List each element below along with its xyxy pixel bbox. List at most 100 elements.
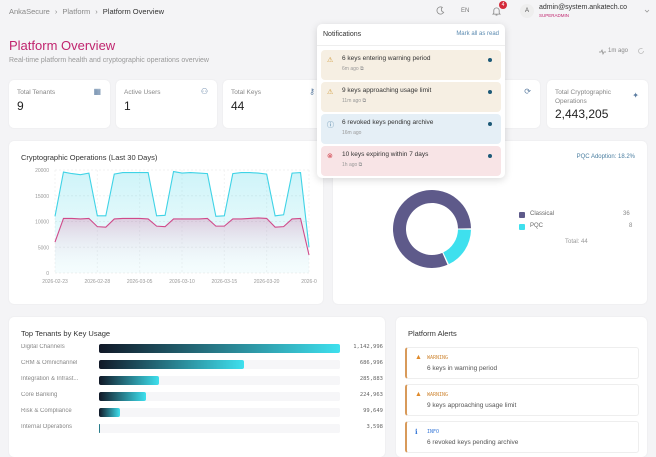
- unread-dot: [488, 90, 492, 94]
- operations-area-chart: 0 5000 10000 15000 20000 2026-02-23 2026-02-28…: [35, 168, 317, 285]
- bar-value-label: 3,598: [366, 424, 383, 430]
- stat-card-keys: Total Keys 44 ⚷: [223, 80, 324, 128]
- bar-track: [99, 344, 340, 353]
- language-selector[interactable]: EN: [461, 8, 469, 14]
- tenant-name: Risk & Compliance: [21, 408, 72, 414]
- x-tick-label: 2026-0: [301, 279, 317, 285]
- notification-text: 9 keys approaching usage limit: [342, 87, 432, 94]
- info-icon: ℹ: [415, 429, 418, 436]
- key-icon: ⚷: [309, 87, 315, 96]
- info-icon: ⓘ: [327, 122, 334, 129]
- notification-badge: 4: [499, 1, 507, 9]
- tenant-row: Core Banking 224,963: [21, 392, 391, 402]
- breadcrumb-current: Platform Overview: [102, 7, 165, 16]
- stat-card-users: Active Users 1 ⚇: [116, 80, 217, 128]
- stat-label: Total Keys: [231, 89, 261, 96]
- notification-text: 6 keys entering warning period: [342, 55, 431, 62]
- notification-item[interactable]: ⊗ 10 keys expiring within 7 days 1h ago ⧉: [321, 146, 501, 176]
- bar-value-label: 686,996: [359, 360, 383, 366]
- notification-item[interactable]: ⚠ 6 keys entering warning period 6m ago ⧉: [321, 50, 501, 80]
- notification-time: 16m ago: [342, 130, 362, 136]
- chart-title: Cryptographic Operations (Last 30 Days): [21, 153, 158, 162]
- pqc-adoption: PQC Adoption: 18.2%: [576, 154, 635, 160]
- breadcrumb-platform[interactable]: Platform: [62, 7, 91, 16]
- user-role: SUPERADMIN: [539, 13, 570, 18]
- notification-item[interactable]: ⚠ 9 keys approaching usage limit 11m ago ⧉: [321, 82, 501, 112]
- refresh-icon[interactable]: [637, 47, 645, 55]
- notification-text: 10 keys expiring within 7 days: [342, 151, 429, 158]
- breadcrumb: AnkaSecure › Platform › Platform Overview: [9, 7, 164, 16]
- avatar[interactable]: A: [520, 4, 534, 18]
- mark-all-read-button[interactable]: Mark all as read: [456, 31, 499, 37]
- bar-value-label: 224,963: [359, 392, 383, 398]
- key-distribution-card: PQC Adoption: 18.2% Classical 36 PQC 8 T…: [333, 141, 647, 304]
- alert-message: 9 keys approaching usage limit: [427, 402, 517, 409]
- warning-icon: ▲: [415, 354, 422, 361]
- x-tick-label: 2026-02-28: [85, 279, 111, 285]
- alert-item[interactable]: ℹ INFO 6 revoked keys pending archive: [405, 421, 639, 453]
- alert-level: INFO: [427, 429, 440, 435]
- unread-dot: [488, 122, 492, 126]
- tenant-row: Digital Channels 1,142,996: [21, 344, 391, 354]
- alert-level: WARNING: [427, 392, 449, 398]
- alert-item[interactable]: ▲ WARNING 6 keys in warning period: [405, 347, 639, 379]
- tenant-name: CRM & Omnichannel: [21, 360, 78, 366]
- user-email[interactable]: admin@system.ankatech.co: [539, 4, 628, 11]
- bar: [99, 360, 244, 369]
- breadcrumb-separator: ›: [95, 7, 98, 16]
- page-subtitle: Real-time platform health and cryptograp…: [9, 57, 209, 64]
- tenant-name: Integration & Infrast...: [21, 376, 79, 382]
- page-title: Platform Overview: [9, 38, 116, 53]
- breadcrumb-home[interactable]: AnkaSecure: [9, 7, 50, 16]
- stat-label: Active Users: [124, 89, 161, 96]
- notifications-dropdown: Notifications Mark all as read ⚠ 6 keys e…: [317, 24, 505, 178]
- bar-value-label: 285,883: [359, 376, 383, 382]
- tenant-row: Internal Operations 3,598: [21, 424, 391, 434]
- tenant-name: Internal Operations: [21, 424, 73, 430]
- notification-time: 11m ago ⧉: [342, 98, 367, 104]
- refresh-time: 1m ago: [608, 48, 629, 54]
- legend-value-classical: 36: [623, 211, 630, 217]
- divider: [317, 45, 505, 46]
- tenant-row: Risk & Compliance 99,649: [21, 408, 391, 418]
- stat-label: Total Tenants: [17, 89, 56, 96]
- alert-message: 6 keys in warning period: [427, 365, 498, 372]
- bar: [99, 424, 100, 433]
- x-tick-label: 2026-03-10: [169, 279, 195, 285]
- legend-label-pqc: PQC: [530, 223, 544, 229]
- warning-icon: ▲: [415, 391, 422, 398]
- bell-icon[interactable]: [492, 6, 501, 16]
- warning-icon: ⚠: [327, 57, 334, 64]
- stat-label: Total Cryptographic Operations: [555, 89, 611, 105]
- alert-level: WARNING: [427, 355, 449, 361]
- sparkle-icon: ✦: [632, 91, 639, 100]
- tenant-name: Core Banking: [21, 392, 58, 398]
- stat-value: 2,443,205: [555, 107, 609, 121]
- bar-track: [99, 360, 340, 369]
- bar-value-label: 99,649: [363, 408, 383, 414]
- moon-icon[interactable]: [436, 6, 445, 15]
- building-icon: ▦: [93, 87, 101, 96]
- chevron-down-icon[interactable]: [644, 9, 650, 13]
- bar: [99, 408, 120, 417]
- language-label: EN: [461, 8, 470, 14]
- stat-card-tenants: Total Tenants 9 ▦: [9, 80, 110, 128]
- notification-item[interactable]: ⓘ 6 revoked keys pending archive 16m ago: [321, 114, 501, 144]
- bar: [99, 376, 160, 385]
- tenant-row: Integration & Infrast... 285,883: [21, 376, 391, 386]
- y-tick-label: 20000: [35, 168, 49, 174]
- x-tick-label: 2026-03-05: [127, 279, 153, 285]
- bar-track: [99, 392, 340, 401]
- alert-item[interactable]: ▲ WARNING 9 keys approaching usage limit: [405, 384, 639, 416]
- warning-icon: ⚠: [327, 89, 334, 96]
- series-line: [54, 170, 310, 248]
- y-tick-label: 0: [46, 271, 49, 277]
- bar-track: [99, 424, 340, 433]
- legend-swatch-classical: [519, 212, 525, 218]
- series-line: [54, 217, 310, 256]
- top-bar: AnkaSecure › Platform › Platform Overview EN…: [0, 0, 656, 24]
- unread-dot: [488, 154, 492, 158]
- notification-time: 1h ago ⧉: [342, 162, 363, 168]
- alerts-title: Platform Alerts: [408, 329, 457, 338]
- stat-card-operations: Total Cryptographic Operations 2,443,205 ✦: [547, 80, 648, 128]
